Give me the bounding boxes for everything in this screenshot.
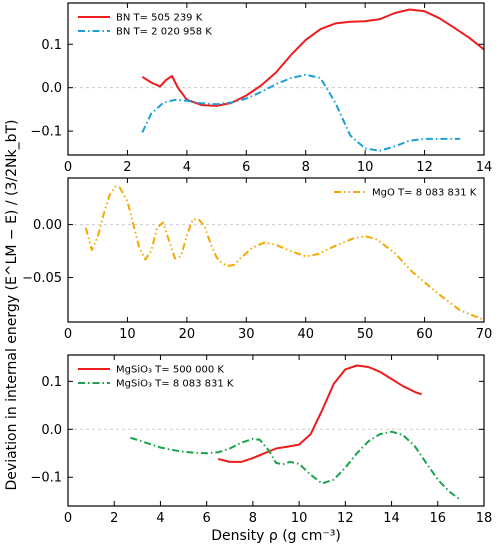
legend-label: BN T= 2 020 958 K [116,27,212,38]
x-tick-label: 20 [179,327,196,342]
panel-mgsio3: 0 2 4 6 8 10 12 14 16 18 0.1 0.0 −0.1 MgSiO₃ T= 500 0… [30,354,493,526]
legend-label: BN T= 505 239 K [116,13,203,24]
legend-label: MgSiO₃ T= 500 000 K [116,365,224,376]
y-tick-label: −0.1 [30,125,62,140]
x-tick-label: 10 [291,511,308,526]
legend-label: MgO T= 8 083 831 K [372,188,477,199]
panel-mgo: 0 10 20 30 40 50 60 70 0.00 −0.05 MgO T= 8 083 831… [22,177,493,342]
plot-frame [67,354,485,507]
series-line-0 [84,185,485,321]
series-line-1 [141,73,461,152]
y-tick-label: 0.1 [41,375,62,390]
x-tick-label: 6 [203,511,211,526]
x-tick-label: 8 [302,160,310,175]
y-tick-label: 0.1 [41,38,62,53]
x-tick-label: 4 [183,160,191,175]
y-tick-label: 0.0 [41,423,62,438]
x-tick-label: 30 [238,327,255,342]
x-tick-label: 10 [119,327,136,342]
x-tick-label: 4 [156,511,164,526]
x-tick-label: 40 [297,327,314,342]
y-tick-label: −0.1 [30,471,62,486]
x-tick-label: 14 [383,511,400,526]
x-tick-label: 60 [416,327,433,342]
x-tick-label: 10 [357,160,374,175]
x-tick-label: 2 [123,160,131,175]
panel-bn: 0 2 4 6 8 10 12 14 0.1 0.0 −0.1 BN T= 505 239 K BN T… [30,2,493,175]
x-tick-label: 70 [476,327,493,342]
series-line-0 [141,8,485,107]
x-tick-label: 16 [430,511,447,526]
x-tick-label: 2 [110,511,118,526]
x-tick-label: 0 [64,160,72,175]
y-axis-title: Deviation in internal energy (E^LM − E) … [4,120,20,491]
plot-frame [67,2,485,156]
x-tick-label: 8 [249,511,257,526]
series-line-1 [130,430,462,502]
x-tick-label: 6 [242,160,250,175]
x-tick-label: 12 [416,160,433,175]
y-tick-label: 0.00 [33,218,62,233]
y-tick-label: −0.05 [22,271,62,286]
x-tick-label: 0 [64,327,72,342]
y-tick-label: 0.0 [41,81,62,96]
x-tick-label: 14 [476,160,493,175]
x-tick-label: 0 [64,511,72,526]
x-tick-label: 12 [337,511,354,526]
x-tick-label: 18 [476,511,493,526]
legend-label: MgSiO₃ T= 8 083 831 K [116,379,234,390]
x-axis-title: Density ρ (g cm⁻³) [211,528,341,544]
x-tick-label: 50 [357,327,374,342]
series-line-0 [217,364,422,463]
plot-frame [67,177,485,323]
